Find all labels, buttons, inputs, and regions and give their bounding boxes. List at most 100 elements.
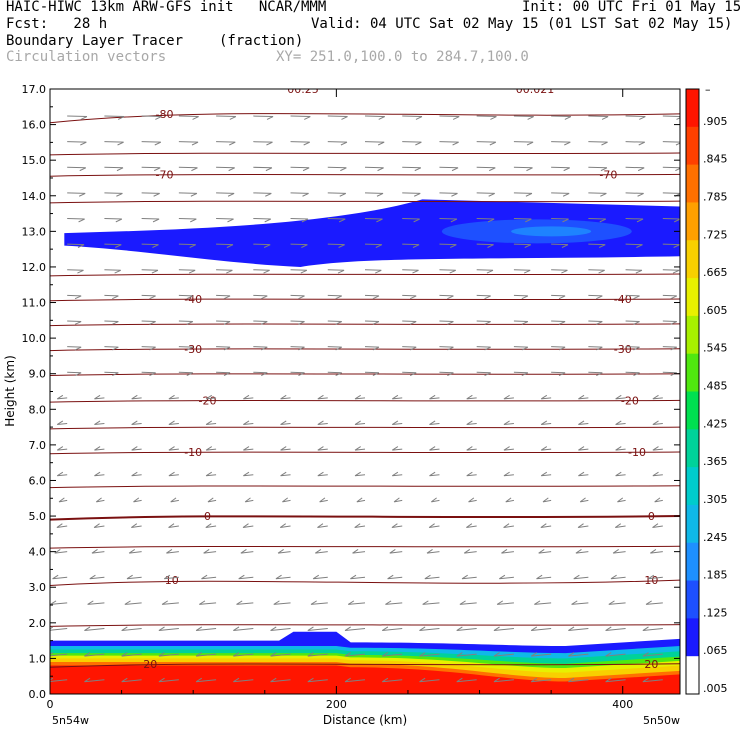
- vector-arrow: [317, 471, 328, 477]
- vector-arrow: [141, 371, 156, 377]
- vector-arrow: [253, 243, 271, 248]
- vector-arrow: [615, 471, 626, 477]
- vector-arrow: [270, 677, 291, 683]
- vector-arrow: [364, 269, 382, 274]
- vector-arrow: [652, 394, 663, 400]
- vector-arrow: [391, 394, 403, 400]
- vector-arrow: [124, 600, 142, 605]
- vector-arrow: [205, 446, 217, 451]
- vector-arrow: [307, 626, 328, 632]
- vector-arrow: [67, 141, 87, 146]
- vector-arrow: [253, 141, 273, 146]
- colorbar-label: .785: [703, 190, 728, 203]
- contour-line: [50, 373, 680, 376]
- vector-arrow: [84, 652, 105, 657]
- vector-arrow: [625, 166, 645, 172]
- vector-arrow: [493, 677, 514, 683]
- vector-arrow: [615, 420, 626, 426]
- vector-arrow: [356, 497, 366, 503]
- vector-arrow: [439, 115, 460, 120]
- vector-arrow: [317, 420, 328, 426]
- vector-arrow: [141, 166, 161, 172]
- vector-arrow: [344, 652, 366, 657]
- contour-label: 20: [143, 658, 157, 671]
- vector-arrow: [253, 115, 274, 120]
- vector-arrow: [534, 600, 552, 605]
- contour-label: -70: [156, 168, 174, 181]
- upper-tracer-max: [511, 226, 592, 237]
- contour-line: [50, 200, 680, 204]
- vector-arrow: [402, 115, 423, 120]
- vector-arrow: [270, 626, 291, 632]
- vector-arrow: [513, 243, 532, 248]
- vector-arrow: [170, 497, 179, 503]
- vector-arrow: [578, 471, 589, 477]
- y-tick-label: 10.0: [22, 332, 47, 345]
- vector-arrow: [253, 192, 272, 197]
- vector-arrow: [58, 497, 68, 503]
- vector-arrow: [243, 471, 254, 477]
- header-line1-right: Init: 00 UTC Fri 01 May 15: [522, 0, 740, 15]
- vector-arrow: [168, 523, 179, 529]
- vector-arrow: [617, 497, 626, 503]
- vector-arrow: [310, 600, 328, 605]
- vector-arrow: [439, 218, 458, 223]
- vector-arrow: [121, 652, 142, 657]
- vector-arrow: [642, 626, 663, 632]
- contour-line: [50, 451, 680, 455]
- vector-arrow: [91, 549, 105, 554]
- vector-arrow: [104, 320, 119, 325]
- vector-arrow: [270, 652, 291, 657]
- contour-line: [50, 152, 680, 156]
- vector-arrow: [216, 320, 231, 325]
- contour-label: 0: [648, 510, 655, 523]
- vector-arrow: [54, 549, 68, 554]
- vector-arrow: [290, 346, 305, 351]
- vector-arrow: [178, 218, 197, 223]
- colorbar-label: .425: [703, 417, 728, 430]
- colorbar-frame: [685, 88, 700, 695]
- vector-arrow: [476, 320, 491, 325]
- vector-arrow: [141, 115, 162, 120]
- vector-arrow: [476, 166, 496, 172]
- vector-arrow: [503, 471, 514, 477]
- colorbar-label: .845: [703, 153, 728, 166]
- vector-arrow: [168, 420, 179, 426]
- vector-arrow: [501, 549, 514, 554]
- vector-arrow: [327, 192, 347, 197]
- vector-arrow: [121, 626, 142, 632]
- vector-arrow: [104, 115, 125, 120]
- colorbar-segment: [686, 164, 699, 203]
- vector-arrow: [126, 574, 142, 580]
- colorbar-label: .305: [703, 493, 728, 506]
- vector-arrow: [476, 346, 491, 351]
- contour-line: [50, 323, 680, 327]
- vector-arrow: [364, 192, 384, 197]
- vector-arrow: [233, 652, 254, 657]
- vector-arrow: [642, 652, 663, 657]
- vector-arrow: [551, 243, 569, 248]
- vector-arrow: [141, 192, 160, 197]
- vector-arrow: [468, 497, 477, 503]
- vector-arrow: [216, 269, 233, 274]
- vector-arrow: [513, 371, 529, 377]
- contour-line: [50, 298, 680, 302]
- contour-label: 10: [165, 574, 179, 587]
- vector-arrow: [429, 394, 440, 400]
- vector-arrow: [513, 294, 529, 300]
- vector-arrow: [141, 346, 156, 351]
- vector-arrow: [56, 471, 68, 477]
- contour-label: -30: [614, 343, 632, 356]
- vector-arrow: [393, 497, 403, 503]
- vector-arrow: [240, 549, 254, 554]
- vector-arrow: [104, 141, 124, 146]
- vector-arrow: [439, 166, 459, 172]
- vector-arrow: [608, 600, 626, 605]
- colorbar-segment: [686, 89, 699, 128]
- y-axis-label: Height (km): [3, 355, 17, 426]
- vector-arrow: [131, 523, 142, 529]
- vector-arrow: [84, 677, 105, 683]
- vector-arrow: [280, 446, 291, 451]
- colorbar-segment: [686, 391, 699, 430]
- vector-arrow: [93, 523, 105, 529]
